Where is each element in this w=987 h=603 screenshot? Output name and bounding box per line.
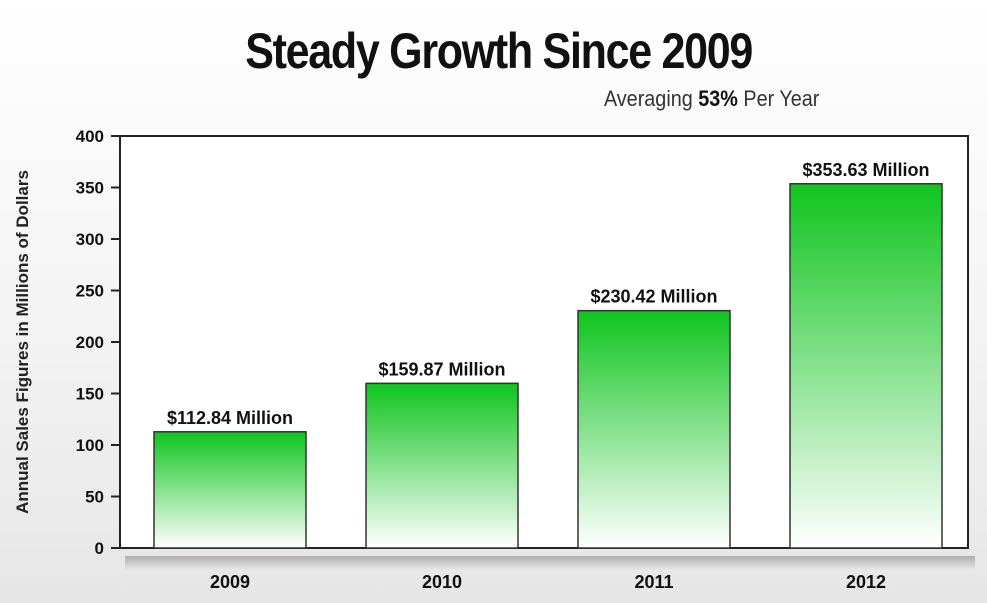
bar-2011 [577, 309, 731, 549]
chart-title: Steady Growth Since 2009 [245, 23, 753, 79]
subtitle-suffix: Per Year [743, 86, 819, 111]
x-tick-label-2011: 2011 [634, 572, 673, 592]
y-tick-label: 50 [85, 488, 104, 507]
x-tick-label-2010: 2010 [422, 572, 462, 592]
bar-2010 [365, 382, 519, 549]
plot-shadow [125, 556, 975, 570]
data-label-2009: $112.84 Million [167, 408, 293, 428]
bar-2012 [789, 183, 943, 549]
chart-subtitle: Averaging 53% Per Year [604, 86, 819, 112]
y-tick-label: 300 [76, 230, 104, 249]
x-axis: 2009 2010 2011 2012 [210, 572, 886, 592]
subtitle-prefix: Averaging [603, 86, 693, 111]
bar-2009 [153, 431, 307, 549]
subtitle-highlight: 53% [697, 86, 738, 111]
data-label-2011: $230.42 Million [590, 287, 717, 307]
data-label-2010: $159.87 Million [378, 359, 505, 379]
y-axis-label: Annual Sales Figures in Millions of Doll… [13, 170, 32, 514]
y-tick-label: 400 [76, 127, 104, 146]
data-label-2012: $353.63 Million [802, 160, 929, 180]
y-tick-label: 100 [76, 436, 104, 455]
x-tick-label-2009: 2009 [210, 572, 250, 592]
x-tick-label-2012: 2012 [846, 572, 886, 592]
y-tick-label: 0 [95, 539, 104, 558]
y-tick-label: 350 [76, 179, 104, 198]
bars: $112.84 Million $159.87 Million $230.42 Mi… [153, 160, 943, 549]
y-tick-label: 200 [76, 333, 104, 352]
y-tick-label: 250 [76, 282, 104, 301]
y-axis: 0 50 100 150 200 250 300 350 400 [76, 127, 120, 558]
y-tick-label: 150 [76, 385, 104, 404]
